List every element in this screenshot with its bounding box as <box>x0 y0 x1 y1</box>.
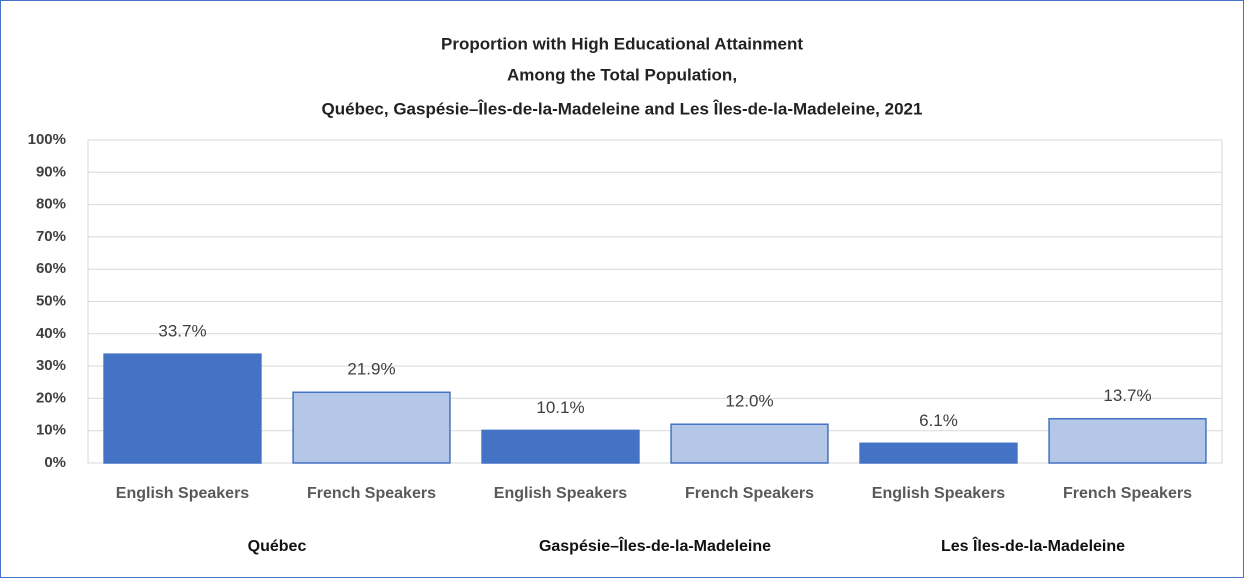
bar <box>292 391 451 464</box>
x-tick-label: French Speakers <box>685 485 814 502</box>
y-tick-label: 10% <box>36 422 66 439</box>
x-tick-label: English Speakers <box>494 485 627 502</box>
data-label: 21.9% <box>347 360 395 379</box>
y-tick-label: 70% <box>36 228 66 245</box>
chart-title: Québec, Gaspésie–Îles-de-la-Madeleine an… <box>322 99 923 118</box>
y-tick-label: 80% <box>36 196 66 213</box>
x-tick-label: French Speakers <box>1063 485 1192 502</box>
plot-area <box>87 139 1223 464</box>
y-tick-label: 90% <box>36 163 66 180</box>
y-tick-label: 20% <box>36 389 66 406</box>
group-label: Québec <box>248 538 307 555</box>
chart-title: Among the Total Population, <box>507 65 737 84</box>
group-label: Gaspésie–Îles-de-la-Madeleine <box>539 536 771 555</box>
bar <box>1048 417 1207 464</box>
y-tick-label: 30% <box>36 357 66 374</box>
x-tick-label: French Speakers <box>307 485 436 502</box>
data-label: 33.7% <box>158 322 206 341</box>
y-tick-label: 0% <box>44 454 66 471</box>
chart-title: Proportion with High Educational Attainm… <box>441 34 803 53</box>
bar <box>859 442 1018 464</box>
y-tick-label: 100% <box>28 131 66 148</box>
data-label: 10.1% <box>536 398 584 417</box>
data-label: 13.7% <box>1103 386 1151 405</box>
y-tick-label: 40% <box>36 325 66 342</box>
bar <box>103 353 262 464</box>
data-label: 6.1% <box>919 411 958 430</box>
x-tick-label: English Speakers <box>872 485 1005 502</box>
group-label: Les Îles-de-la-Madeleine <box>941 536 1125 555</box>
bar <box>481 429 640 464</box>
data-label: 12.0% <box>725 392 773 411</box>
bar <box>670 423 829 464</box>
y-tick-label: 60% <box>36 260 66 277</box>
x-tick-label: English Speakers <box>116 485 249 502</box>
y-tick-label: 50% <box>36 292 66 309</box>
